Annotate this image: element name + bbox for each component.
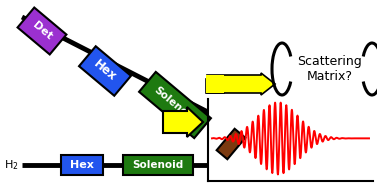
Bar bbox=[206, 75, 224, 93]
Text: Det: Det bbox=[31, 20, 54, 42]
Bar bbox=[61, 155, 103, 175]
Bar bbox=[217, 129, 245, 159]
Bar bbox=[79, 46, 131, 96]
Text: Solenoid: Solenoid bbox=[152, 85, 198, 125]
Text: Hex: Hex bbox=[70, 160, 94, 170]
Bar bbox=[18, 8, 66, 54]
Bar bbox=[139, 72, 211, 138]
Text: Hex: Hex bbox=[91, 58, 119, 84]
FancyArrow shape bbox=[207, 73, 275, 95]
Bar bbox=[206, 79, 224, 93]
Text: Scattering
Matrix?: Scattering Matrix? bbox=[297, 55, 362, 83]
Text: Solenoid: Solenoid bbox=[132, 160, 184, 170]
FancyArrow shape bbox=[163, 107, 203, 137]
Bar bbox=[208, 99, 373, 181]
Text: H$_2$: H$_2$ bbox=[4, 158, 18, 172]
Bar bbox=[123, 155, 193, 175]
